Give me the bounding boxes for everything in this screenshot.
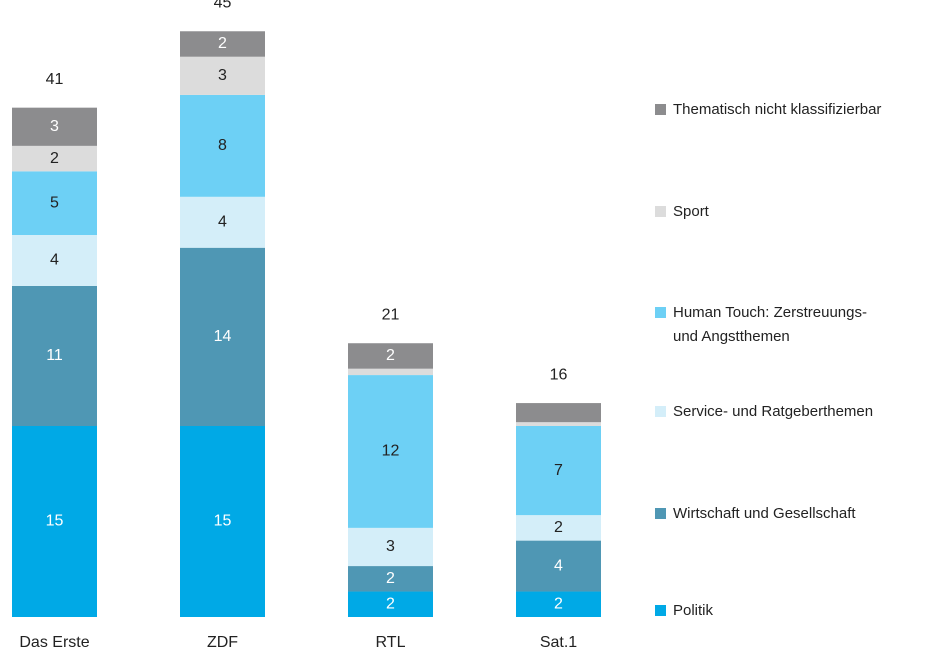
legend-swatch xyxy=(655,605,666,616)
legend-swatch xyxy=(655,508,666,519)
value-label: 2 xyxy=(554,595,563,612)
bar-segment xyxy=(516,422,601,426)
value-label: 2 xyxy=(386,570,395,587)
bar-segment xyxy=(12,426,97,617)
legend-label: Sport xyxy=(673,203,709,220)
legend-item: Thematisch nicht klassifizierbar xyxy=(655,98,881,122)
value-label: 2 xyxy=(386,595,395,612)
value-label: 8 xyxy=(218,137,227,154)
value-label: 5 xyxy=(50,194,59,211)
value-label: 15 xyxy=(46,513,64,530)
bar-segment xyxy=(180,56,265,95)
legend-swatch xyxy=(655,307,666,318)
bar-segment xyxy=(180,31,265,57)
x-tick-label: Sat.1 xyxy=(540,634,577,651)
value-label: 2 xyxy=(386,347,395,364)
bar-segment xyxy=(348,368,433,376)
bar-segment xyxy=(348,343,433,369)
legend-label: Service- und Ratgeberthemen xyxy=(673,403,874,420)
value-label: 15 xyxy=(214,513,232,530)
bar-segment xyxy=(12,107,97,146)
bar-segment xyxy=(180,196,265,248)
legend-label: Thematisch nicht klassifizierbar xyxy=(673,101,882,118)
value-label: 2 xyxy=(50,150,59,167)
legend-item: Politik xyxy=(655,599,713,623)
value-label: 12 xyxy=(382,443,400,460)
value-label: 2 xyxy=(218,35,227,52)
value-label: 4 xyxy=(50,252,59,269)
bar-segment xyxy=(12,171,97,235)
legend-item: Service- und Ratgeberthemen xyxy=(655,400,873,424)
bar-segment xyxy=(12,235,97,286)
bar-segment xyxy=(348,527,433,567)
value-label: 4 xyxy=(554,557,563,574)
bar-segment xyxy=(180,94,265,197)
legend-swatch xyxy=(655,406,666,417)
total-label: 21 xyxy=(382,306,400,323)
total-label: 41 xyxy=(46,71,64,88)
legend-item: Human Touch: Zerstreuungs- und Angstthem… xyxy=(655,301,867,349)
bar-segment xyxy=(516,515,601,541)
value-label: 3 xyxy=(386,538,395,555)
legend-swatch xyxy=(655,206,666,217)
legend-swatch xyxy=(655,104,666,115)
value-label: 11 xyxy=(46,347,63,364)
value-label: 7 xyxy=(554,462,563,479)
bar-segment xyxy=(180,247,265,426)
legend-label: Politik xyxy=(673,602,714,619)
total-label: 45 xyxy=(214,0,232,12)
x-tick-label: Das Erste xyxy=(19,634,89,651)
bar-segment xyxy=(516,540,601,592)
value-label: 3 xyxy=(218,67,227,84)
bar-segment xyxy=(516,591,601,617)
legend-item: Sport xyxy=(655,200,709,224)
bar-segment xyxy=(348,566,433,592)
x-tick-label: RTL xyxy=(376,634,406,651)
value-label: 14 xyxy=(214,328,232,345)
bar-segment xyxy=(12,145,97,172)
x-tick-label: ZDF xyxy=(207,634,238,651)
bar-segment xyxy=(516,403,601,423)
legend-label: Wirtschaft und Gesellschaft xyxy=(673,505,856,522)
value-label: 2 xyxy=(554,519,563,536)
bar-segment xyxy=(348,375,433,528)
bar-segment xyxy=(180,426,265,617)
legend-label: Human Touch: Zerstreuungs- und Angstthem… xyxy=(673,304,867,345)
value-label: 3 xyxy=(50,118,59,135)
bar-segment xyxy=(516,426,601,516)
bar-segment xyxy=(348,591,433,617)
value-label: 4 xyxy=(218,213,227,230)
total-label: 16 xyxy=(550,366,568,383)
legend-item: Wirtschaft und Gesellschaft xyxy=(655,502,856,526)
bar-segment xyxy=(12,285,97,426)
